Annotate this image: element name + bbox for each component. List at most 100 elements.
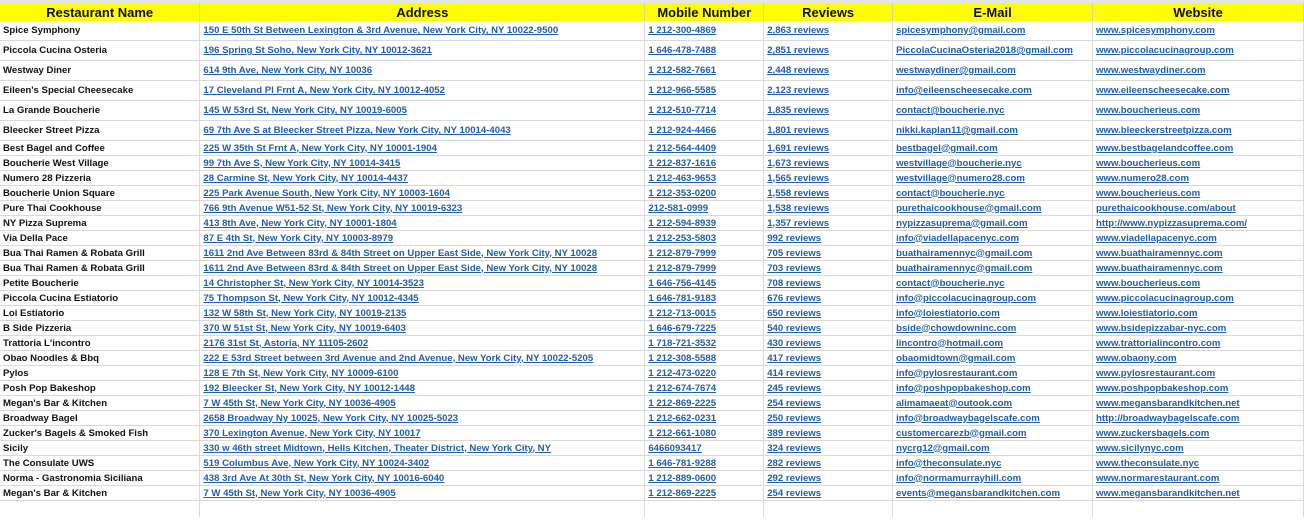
reviews-cell[interactable]: 650 reviews	[763, 305, 894, 321]
website-cell[interactable]: www.megansbarandkitchen.net	[1092, 485, 1304, 501]
address-cell[interactable]: 75 Thompson St, New York City, NY 10012-…	[199, 290, 646, 306]
address-cell[interactable]: 766 9th Avenue W51-52 St, New York City,…	[199, 200, 646, 216]
mobile-number-link[interactable]: 6466093417	[648, 442, 702, 454]
reviews-cell[interactable]: 245 reviews	[763, 380, 894, 396]
email-link[interactable]: info@viadellapacenyc.com	[896, 232, 1020, 244]
address-cell[interactable]: 1611 2nd Ave Between 83rd & 84th Street …	[199, 245, 646, 261]
email-link[interactable]: bside@chowdowninc.com	[896, 322, 1017, 334]
email-cell[interactable]: info@normamurrayhill.com	[892, 470, 1094, 486]
reviews-link[interactable]: 1,691 reviews	[767, 142, 830, 154]
reviews-cell[interactable]: 254 reviews	[763, 395, 894, 411]
restaurant-name-cell[interactable]: Spice Symphony	[0, 21, 201, 41]
email-cell[interactable]: info@piccolacucinagroup.com	[892, 290, 1094, 306]
mobile-number-cell[interactable]: 1 212-879-7999	[644, 260, 765, 276]
email-cell[interactable]: bestbagel@gmail.com	[892, 140, 1094, 156]
mobile-number-link[interactable]: 1 718-721-3532	[648, 337, 717, 349]
restaurant-name-cell[interactable]: Bleecker Street Pizza	[0, 120, 201, 141]
reviews-cell[interactable]: 992 reviews	[763, 230, 894, 246]
website-link[interactable]: www.buathairamennyc.com	[1096, 247, 1223, 259]
address-link[interactable]: 519 Columbus Ave, New York City, NY 1002…	[203, 457, 430, 469]
address-cell[interactable]: 150 E 50th St Between Lexington & 3rd Av…	[199, 21, 646, 41]
address-cell[interactable]: 87 E 4th St, New York City, NY 10003-897…	[199, 230, 646, 246]
website-link[interactable]: www.sicilynyc.com	[1096, 442, 1184, 454]
restaurant-name-cell[interactable]: Norma - Gastronomia Siciliana	[0, 470, 201, 486]
website-link[interactable]: www.eileenscheesecake.com	[1096, 85, 1230, 96]
mobile-number-cell[interactable]: 1 212-924-4466	[644, 120, 765, 141]
email-link[interactable]: info@broadwaybagelscafe.com	[896, 412, 1040, 424]
email-cell[interactable]: contact@boucherie.nyc	[892, 275, 1094, 291]
mobile-number-cell[interactable]: 1 212-510-7714	[644, 100, 765, 121]
email-link[interactable]: bestbagel@gmail.com	[896, 142, 998, 154]
website-cell[interactable]: www.bestbagelandcoffee.com	[1092, 140, 1304, 156]
website-link[interactable]: www.zuckersbagels.com	[1096, 427, 1210, 439]
email-link[interactable]: nikki.kaplan11@gmail.com	[896, 125, 1018, 136]
website-cell[interactable]: www.theconsulate.nyc	[1092, 455, 1304, 471]
email-cell[interactable]: westvillage@numero28.com	[892, 170, 1094, 186]
email-cell[interactable]: customercarezb@gmail.com	[892, 425, 1094, 441]
mobile-number-cell[interactable]: 1 646-478-7488	[644, 40, 765, 61]
restaurant-name-cell[interactable]: Megan's Bar & Kitchen	[0, 395, 201, 411]
mobile-number-cell[interactable]: 1 718-721-3532	[644, 335, 765, 351]
reviews-cell[interactable]: 1,835 reviews	[763, 100, 894, 121]
address-link[interactable]: 225 W 35th St Frnt A, New York City, NY …	[203, 142, 437, 154]
mobile-number-link[interactable]: 1 646-781-9183	[648, 292, 717, 304]
email-link[interactable]: westwaydiner@gmail.com	[896, 65, 1016, 76]
restaurant-name-cell[interactable]: La Grande Boucherie	[0, 100, 201, 121]
address-link[interactable]: 75 Thompson St, New York City, NY 10012-…	[203, 292, 419, 304]
address-link[interactable]: 2658 Broadway Ny 10025, New York City, N…	[203, 412, 459, 424]
mobile-number-cell[interactable]: 1 212-869-2225	[644, 485, 765, 501]
website-link[interactable]: www.boucherieus.com	[1096, 187, 1201, 199]
empty-cell[interactable]	[0, 500, 201, 517]
address-cell[interactable]: 145 W 53rd St, New York City, NY 10019-6…	[199, 100, 646, 121]
email-cell[interactable]: info@broadwaybagelscafe.com	[892, 410, 1094, 426]
website-cell[interactable]: www.piccolacucinagroup.com	[1092, 40, 1304, 61]
email-link[interactable]: westvillage@numero28.com	[896, 172, 1025, 184]
restaurant-name-cell[interactable]: Best Bagel and Coffee	[0, 140, 201, 156]
restaurant-name-cell[interactable]: B Side Pizzeria	[0, 320, 201, 336]
header-website[interactable]: Website	[1092, 3, 1304, 21]
reviews-link[interactable]: 417 reviews	[767, 352, 822, 364]
email-cell[interactable]: nypizzasuprema@gmail.com	[892, 215, 1094, 231]
reviews-link[interactable]: 703 reviews	[767, 262, 822, 274]
email-cell[interactable]: lincontro@hotmail.com	[892, 335, 1094, 351]
address-link[interactable]: 99 7th Ave S, New York City, NY 10014-34…	[203, 157, 401, 169]
website-link[interactable]: www.megansbarandkitchen.net	[1096, 397, 1240, 409]
restaurant-name-cell[interactable]: Obao Noodles & Bbq	[0, 350, 201, 366]
mobile-number-cell[interactable]: 1 646-756-4145	[644, 275, 765, 291]
reviews-link[interactable]: 2,863 reviews	[767, 25, 830, 36]
mobile-number-link[interactable]: 1 212-879-7999	[648, 262, 717, 274]
mobile-number-link[interactable]: 1 212-253-5803	[648, 232, 717, 244]
mobile-number-link[interactable]: 212-581-0999	[648, 202, 709, 214]
reviews-link[interactable]: 676 reviews	[767, 292, 822, 304]
email-link[interactable]: westvillage@boucherie.nyc	[896, 157, 1022, 169]
website-cell[interactable]: www.westwaydiner.com	[1092, 60, 1304, 81]
website-link[interactable]: www.pylosrestaurant.com	[1096, 367, 1216, 379]
email-cell[interactable]: obaomidtown@gmail.com	[892, 350, 1094, 366]
website-link[interactable]: www.piccolacucinagroup.com	[1096, 292, 1234, 304]
website-link[interactable]: www.normarestaurant.com	[1096, 472, 1220, 484]
reviews-cell[interactable]: 254 reviews	[763, 485, 894, 501]
website-cell[interactable]: www.eileenscheesecake.com	[1092, 80, 1304, 101]
email-cell[interactable]: info@loiestiatorio.com	[892, 305, 1094, 321]
website-cell[interactable]: www.boucherieus.com	[1092, 275, 1304, 291]
mobile-number-cell[interactable]: 1 212-582-7661	[644, 60, 765, 81]
reviews-cell[interactable]: 1,357 reviews	[763, 215, 894, 231]
address-link[interactable]: 150 E 50th St Between Lexington & 3rd Av…	[203, 25, 559, 36]
email-link[interactable]: info@pylosrestaurant.com	[896, 367, 1018, 379]
address-link[interactable]: 2176 31st St, Astoria, NY 11105-2602	[203, 337, 369, 349]
address-cell[interactable]: 330 w 46th street Midtown, Hells Kitchen…	[199, 440, 646, 456]
reviews-link[interactable]: 992 reviews	[767, 232, 822, 244]
email-link[interactable]: nypizzasuprema@gmail.com	[896, 217, 1028, 229]
website-link[interactable]: www.poshpopbakeshop.com	[1096, 382, 1229, 394]
email-link[interactable]: spicesymphony@gmail.com	[896, 25, 1026, 36]
website-cell[interactable]: www.obaony.com	[1092, 350, 1304, 366]
empty-cell[interactable]	[892, 500, 1094, 517]
mobile-number-link[interactable]: 1 212-582-7661	[648, 65, 717, 76]
restaurant-name-cell[interactable]: Boucherie Union Square	[0, 185, 201, 201]
reviews-cell[interactable]: 2,123 reviews	[763, 80, 894, 101]
website-link[interactable]: www.viadellapacenyc.com	[1096, 232, 1217, 244]
address-cell[interactable]: 370 Lexington Avenue, New York City, NY …	[199, 425, 646, 441]
email-cell[interactable]: alimamaeat@outook.com	[892, 395, 1094, 411]
email-link[interactable]: nycrg12@gmail.com	[896, 442, 990, 454]
email-link[interactable]: buathairamennyc@gmail.com	[896, 262, 1033, 274]
